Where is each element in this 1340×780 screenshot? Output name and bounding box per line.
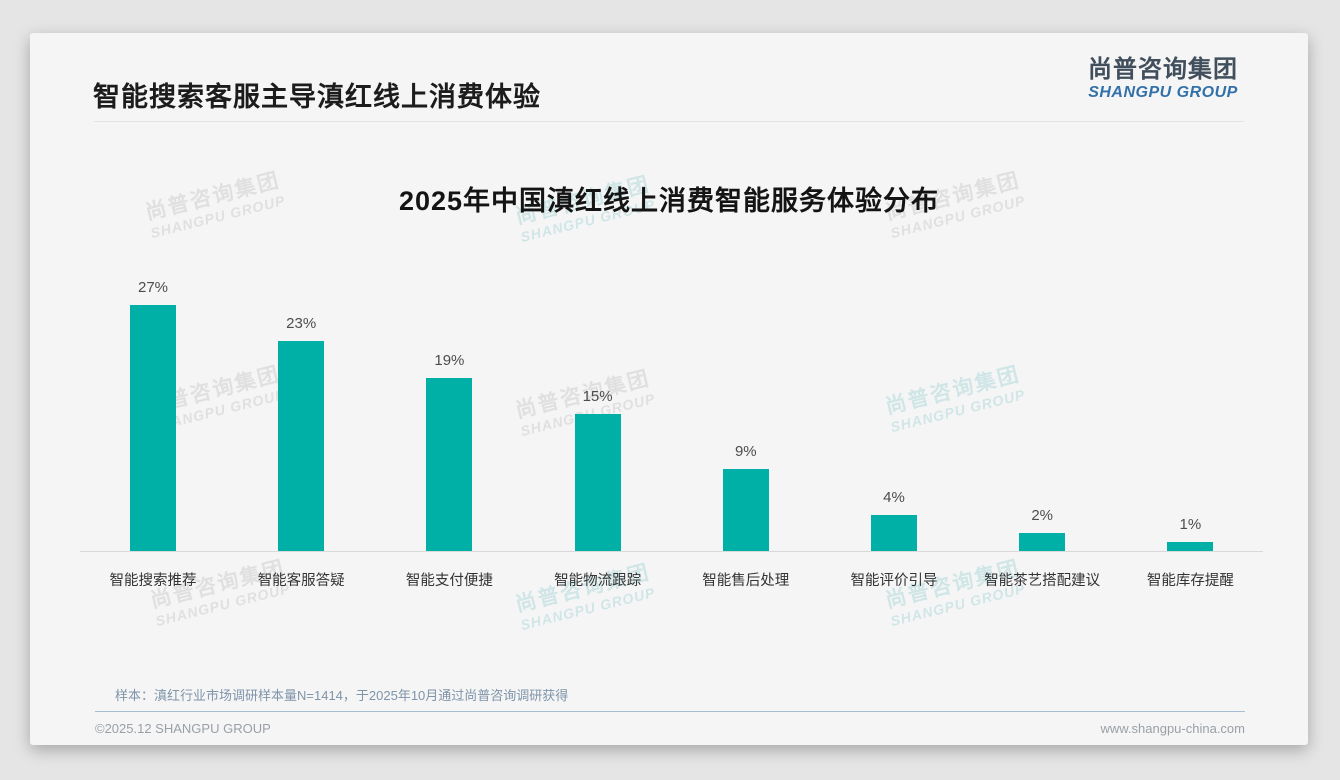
bar-value-label: 4% (883, 489, 905, 506)
bar (278, 341, 325, 551)
x-axis-category-label: 智能客服答疑 (257, 573, 345, 589)
footer-copyright: ©2025.12 SHANGPU GROUP (95, 721, 271, 736)
bar (426, 378, 473, 551)
bar (871, 515, 917, 551)
watermark: 尚普咨询集团 SHANGPU GROUP (133, 553, 308, 633)
company-logo: 尚普咨询集团 SHANGPU GROUP (1088, 56, 1238, 102)
bar-value-label: 15% (582, 388, 613, 405)
bar (130, 305, 176, 551)
sample-note: 样本：滇红行业市场调研样本量N=1414，于2025年10月通过尚普咨询调研获得 (115, 688, 569, 703)
chart-title: 2025年中国滇红线上消费智能服务体验分布 (398, 186, 940, 216)
bar (1019, 533, 1066, 551)
page-title: 智能搜索客服主导滇红线上消费体验 (93, 82, 541, 112)
x-axis-category-label: 智能物流跟踪 (554, 573, 642, 589)
bar-value-label: 19% (434, 352, 465, 369)
watermark: 尚普咨询集团 SHANGPU GROUP (868, 553, 1043, 633)
bar-value-label: 27% (137, 279, 169, 296)
footer-website: www.shangpu-china.com (1100, 721, 1245, 736)
x-axis-category-label: 智能售后处理 (702, 573, 790, 589)
x-axis-category-label: 智能支付便捷 (405, 573, 493, 589)
bar-value-label: 1% (1179, 516, 1202, 533)
x-axis-category-label: 智能库存提醒 (1146, 573, 1234, 589)
x-axis-category-label: 智能茶艺搭配建议 (984, 573, 1101, 589)
bar (722, 469, 769, 551)
bar (574, 414, 621, 551)
bar (1167, 542, 1214, 551)
slide-card: 尚普咨询集团 SHANGPU GROUP 尚普咨询集团 SHANGPU GROUP 尚普… (30, 33, 1308, 745)
logo-text-en: SHANGPU GROUP (1088, 83, 1238, 101)
logo-text-cn: 尚普咨询集团 (1088, 56, 1238, 83)
watermark-text-cn: 尚普咨询集团 (883, 362, 1023, 419)
bar-value-label: 23% (286, 315, 317, 332)
bar-value-label: 2% (1031, 507, 1054, 524)
x-axis-category-label: 智能评价引导 (850, 573, 938, 589)
x-axis-line (80, 551, 1263, 552)
watermark: 尚普咨询集团 SHANGPU GROUP (868, 359, 1043, 439)
watermark-text-en: SHANGPU GROUP (888, 386, 1027, 436)
title-divider (94, 121, 1244, 122)
footer-divider (95, 711, 1245, 712)
bar-value-label: 9% (734, 443, 757, 460)
x-axis-category-label: 智能搜索推荐 (109, 573, 197, 589)
